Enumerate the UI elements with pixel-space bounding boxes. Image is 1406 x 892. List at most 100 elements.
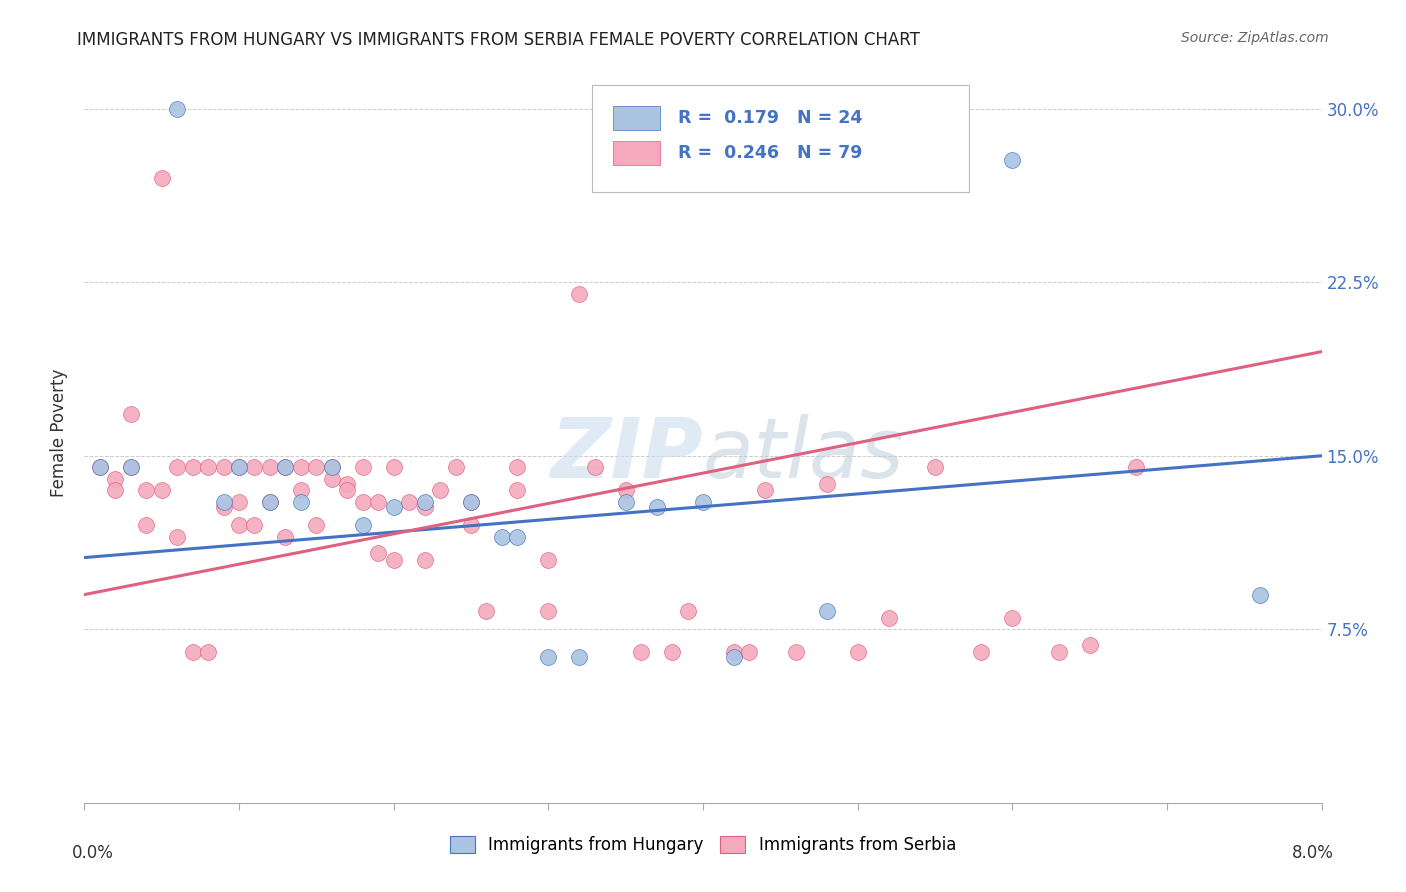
Point bbox=[460, 495, 482, 509]
Point bbox=[460, 495, 482, 509]
Point bbox=[413, 495, 436, 509]
Point bbox=[181, 645, 204, 659]
Point bbox=[568, 650, 591, 665]
Point bbox=[321, 460, 343, 475]
Point bbox=[166, 102, 188, 116]
Y-axis label: Female Poverty: Female Poverty bbox=[49, 368, 67, 497]
Point bbox=[181, 460, 204, 475]
Point bbox=[336, 476, 359, 491]
Point bbox=[259, 495, 281, 509]
Point bbox=[212, 460, 235, 475]
Point bbox=[120, 407, 142, 421]
Point bbox=[89, 460, 111, 475]
Text: Source: ZipAtlas.com: Source: ZipAtlas.com bbox=[1181, 31, 1329, 45]
Point bbox=[336, 483, 359, 498]
Point bbox=[676, 604, 699, 618]
Text: R =  0.179   N = 24: R = 0.179 N = 24 bbox=[678, 109, 863, 127]
FancyBboxPatch shape bbox=[592, 85, 969, 192]
Point bbox=[661, 645, 683, 659]
Point bbox=[290, 460, 312, 475]
Point bbox=[815, 476, 838, 491]
Point bbox=[785, 645, 807, 659]
Point bbox=[305, 460, 328, 475]
Point bbox=[1125, 460, 1147, 475]
Point bbox=[321, 460, 343, 475]
Point bbox=[212, 495, 235, 509]
Point bbox=[877, 610, 900, 624]
Text: ZIP: ZIP bbox=[550, 414, 703, 495]
Point bbox=[135, 483, 157, 498]
Point bbox=[274, 460, 297, 475]
Point bbox=[413, 553, 436, 567]
Point bbox=[645, 500, 668, 514]
Text: 8.0%: 8.0% bbox=[1292, 844, 1334, 862]
Point bbox=[738, 645, 761, 659]
Point bbox=[475, 604, 498, 618]
Point bbox=[723, 645, 745, 659]
Text: IMMIGRANTS FROM HUNGARY VS IMMIGRANTS FROM SERBIA FEMALE POVERTY CORRELATION CHA: IMMIGRANTS FROM HUNGARY VS IMMIGRANTS FR… bbox=[77, 31, 920, 49]
Point bbox=[537, 604, 560, 618]
FancyBboxPatch shape bbox=[613, 106, 659, 130]
Point bbox=[367, 546, 389, 560]
Point bbox=[120, 460, 142, 475]
Point bbox=[630, 645, 652, 659]
Point bbox=[228, 495, 250, 509]
Point bbox=[1249, 588, 1271, 602]
Point bbox=[212, 500, 235, 514]
Point bbox=[1047, 645, 1070, 659]
Point bbox=[506, 530, 529, 544]
Point bbox=[413, 500, 436, 514]
Point bbox=[228, 518, 250, 533]
Point bbox=[1078, 639, 1101, 653]
Point bbox=[924, 460, 946, 475]
Point bbox=[243, 460, 266, 475]
Point bbox=[568, 286, 591, 301]
Point bbox=[614, 495, 637, 509]
Point bbox=[382, 460, 405, 475]
Point bbox=[197, 460, 219, 475]
Point bbox=[723, 650, 745, 665]
Point bbox=[228, 460, 250, 475]
Point bbox=[352, 460, 374, 475]
Legend: Immigrants from Hungary, Immigrants from Serbia: Immigrants from Hungary, Immigrants from… bbox=[443, 830, 963, 861]
Point bbox=[460, 518, 482, 533]
Text: R =  0.246   N = 79: R = 0.246 N = 79 bbox=[678, 144, 863, 161]
Point bbox=[104, 472, 127, 486]
Point bbox=[537, 650, 560, 665]
Point bbox=[382, 500, 405, 514]
Point bbox=[846, 645, 869, 659]
Point bbox=[429, 483, 451, 498]
Point bbox=[150, 483, 173, 498]
Point bbox=[367, 495, 389, 509]
Point bbox=[754, 483, 776, 498]
Point bbox=[259, 460, 281, 475]
Point bbox=[243, 518, 266, 533]
Point bbox=[614, 483, 637, 498]
Point bbox=[305, 518, 328, 533]
Point bbox=[166, 460, 188, 475]
Point bbox=[274, 460, 297, 475]
Point bbox=[970, 645, 993, 659]
Point bbox=[491, 530, 513, 544]
Point bbox=[537, 553, 560, 567]
Point bbox=[444, 460, 467, 475]
Point bbox=[120, 460, 142, 475]
Point bbox=[290, 483, 312, 498]
Point bbox=[352, 495, 374, 509]
Point bbox=[583, 460, 606, 475]
Point bbox=[89, 460, 111, 475]
Point bbox=[166, 530, 188, 544]
Point bbox=[104, 483, 127, 498]
Point bbox=[290, 495, 312, 509]
Point bbox=[352, 518, 374, 533]
Point bbox=[150, 171, 173, 186]
Text: 0.0%: 0.0% bbox=[72, 844, 114, 862]
Point bbox=[197, 645, 219, 659]
Point bbox=[506, 483, 529, 498]
Point bbox=[1001, 153, 1024, 167]
Point bbox=[228, 460, 250, 475]
Point bbox=[398, 495, 420, 509]
Point bbox=[506, 460, 529, 475]
Point bbox=[382, 553, 405, 567]
Point bbox=[274, 530, 297, 544]
